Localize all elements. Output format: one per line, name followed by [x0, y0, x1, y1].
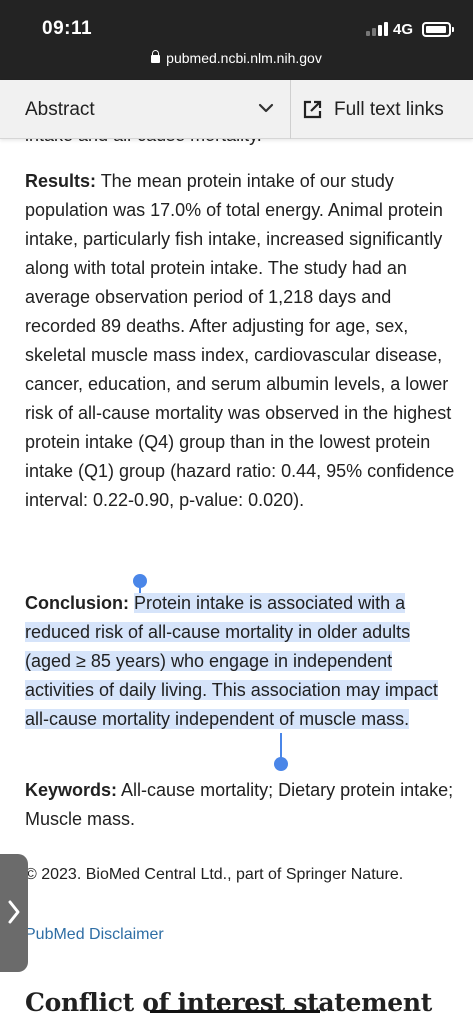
keywords-paragraph: Keywords: All-cause mortality; Dietary p… — [25, 776, 455, 834]
selection-start-handle[interactable] — [133, 574, 147, 588]
results-heading: Results: — [25, 171, 97, 191]
address-bar[interactable]: pubmed.ncbi.nlm.nih.gov — [0, 50, 473, 66]
sticky-section-nav: Abstract Full text links — [0, 80, 473, 139]
external-link-icon — [303, 100, 322, 119]
full-text-links-button[interactable]: Full text links — [291, 80, 473, 139]
results-text: The mean protein intake of our study pop… — [25, 171, 455, 510]
section-dropdown-label: Abstract — [25, 99, 95, 120]
selection-end-handle[interactable] — [274, 757, 288, 771]
chevron-right-icon — [8, 900, 20, 924]
signal-icon — [366, 22, 388, 36]
selected-conclusion-text: Protein intake is associated with a redu… — [25, 593, 438, 729]
handwritten-strike-mark — [150, 1010, 320, 1013]
network-type: 4G — [393, 21, 414, 38]
side-panel-tab[interactable] — [0, 854, 28, 972]
lock-icon — [151, 50, 161, 63]
chevron-down-icon — [258, 103, 274, 113]
section-dropdown[interactable]: Abstract — [0, 80, 290, 139]
keywords-text: All-cause mortality; Dietary protein int… — [25, 780, 454, 829]
status-time: 09:11 — [42, 18, 93, 39]
full-text-links-label: Full text links — [334, 99, 444, 120]
selection-end-caret — [280, 733, 282, 759]
conclusion-paragraph: Conclusion: Protein intake is associated… — [25, 589, 455, 734]
status-bar: 09:11 4G pubmed.ncbi.nlm.nih.gov — [0, 0, 473, 80]
nav-divider — [290, 80, 291, 139]
battery-icon — [422, 22, 454, 37]
url-text: pubmed.ncbi.nlm.nih.gov — [166, 50, 322, 66]
pubmed-disclaimer-link[interactable]: PubMed Disclaimer — [25, 926, 164, 943]
results-paragraph: Results: The mean protein intake of our … — [25, 167, 457, 515]
copyright-text: © 2023. BioMed Central Ltd., part of Spr… — [25, 866, 404, 883]
conclusion-heading: Conclusion: — [25, 593, 129, 613]
keywords-heading: Keywords: — [25, 780, 118, 800]
